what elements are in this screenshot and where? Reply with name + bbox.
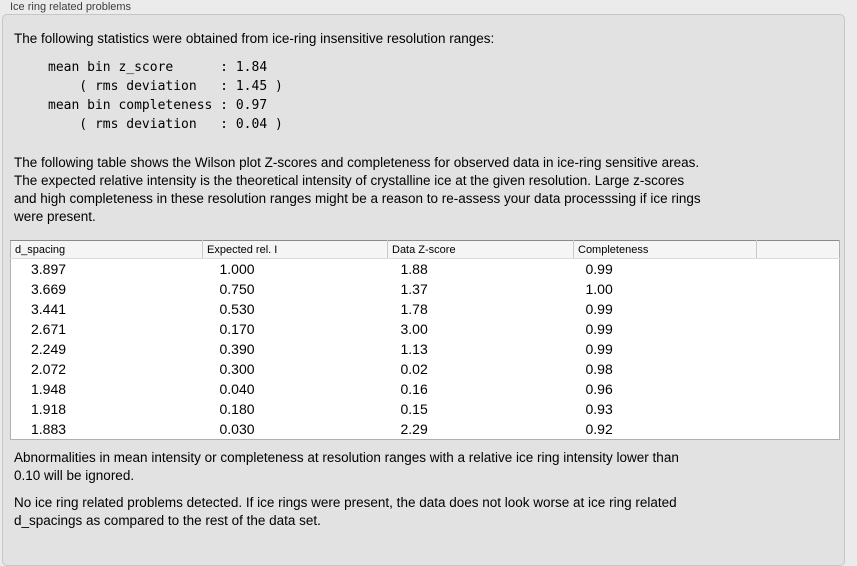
table-cell: 1.13 <box>400 341 428 357</box>
table-cell: 1.883 <box>31 421 67 437</box>
table-cell: 2.29 <box>400 421 428 437</box>
table-cell: 0.92 <box>585 421 613 437</box>
stats-summary-block: mean bin z_score : 1.84 ( rms deviation … <box>48 60 283 132</box>
table-cell: 0.040 <box>219 381 255 397</box>
table-row[interactable]: 1.948 0.040 0.16 0.96 <box>11 379 840 399</box>
table-cell: 0.030 <box>219 421 255 437</box>
table-description-text: The following table shows the Wilson plo… <box>14 155 701 224</box>
table-cell: 0.93 <box>585 401 613 417</box>
table-cell: 3.00 <box>400 321 428 337</box>
table-row[interactable]: 3.669 0.750 1.37 1.00 <box>11 279 840 299</box>
column-header-filler <box>756 240 840 259</box>
table-cell: 0.02 <box>400 361 428 377</box>
table-cell: 1.000 <box>219 261 255 277</box>
table-cell-filler <box>757 319 840 339</box>
table-cell: 1.37 <box>400 281 428 297</box>
table-cell: 0.390 <box>219 341 255 357</box>
ice-ring-table: d_spacing Expected rel. I Data Z-score C… <box>10 240 840 440</box>
column-header-d-spacing[interactable]: d_spacing <box>10 240 203 259</box>
table-row[interactable]: 1.918 0.180 0.15 0.93 <box>11 399 840 419</box>
table-cell: 0.750 <box>219 281 255 297</box>
table-cell-filler <box>757 379 840 399</box>
table-cell-filler <box>757 359 840 379</box>
table-cell: 3.669 <box>31 281 67 297</box>
table-cell: 0.170 <box>219 321 255 337</box>
table-cell: 1.00 <box>585 281 613 297</box>
table-cell-filler <box>757 279 840 299</box>
table-cell: 2.072 <box>31 361 67 377</box>
table-cell-filler <box>757 339 840 359</box>
table-cell-filler <box>757 299 840 319</box>
table-cell: 0.96 <box>585 381 613 397</box>
table-cell: 2.671 <box>31 321 67 337</box>
table-cell: 0.16 <box>400 381 428 397</box>
threshold-note-text: Abnormalities in mean intensity or compl… <box>14 450 679 483</box>
table-cell: 1.88 <box>400 261 428 277</box>
table-row[interactable]: 2.072 0.300 0.02 0.98 <box>11 359 840 379</box>
table-cell: 0.300 <box>219 361 255 377</box>
table-cell: 0.99 <box>585 301 613 317</box>
table-cell-filler <box>757 399 840 419</box>
table-cell: 0.99 <box>585 341 613 357</box>
stats-intro-text: The following statistics were obtained f… <box>14 31 495 46</box>
column-header-completeness[interactable]: Completeness <box>573 240 757 259</box>
table-cell: 0.15 <box>400 401 428 417</box>
table-row[interactable]: 2.249 0.390 1.13 0.99 <box>11 339 840 359</box>
table-header-row: d_spacing Expected rel. I Data Z-score C… <box>10 240 840 259</box>
table-row[interactable]: 2.671 0.170 3.00 0.99 <box>11 319 840 339</box>
table-cell: 1.948 <box>31 381 67 397</box>
table-cell: 1.918 <box>31 401 67 417</box>
table-cell: 0.180 <box>219 401 255 417</box>
table-cell: 3.441 <box>31 301 67 317</box>
table-cell-filler <box>757 259 840 280</box>
table-row[interactable]: 3.441 0.530 1.78 0.99 <box>11 299 840 319</box>
table-cell: 1.78 <box>400 301 428 317</box>
column-header-data-z-score[interactable]: Data Z-score <box>387 240 574 259</box>
table-cell-filler <box>757 419 840 440</box>
table-body: 3.897 1.000 1.88 0.99 3.669 0.750 1.37 1.00 3.44… <box>11 259 840 440</box>
table-row[interactable]: 3.897 1.000 1.88 0.99 <box>11 259 840 280</box>
table-row[interactable]: 1.883 0.030 2.29 0.92 <box>11 419 840 440</box>
table-cell: 2.249 <box>31 341 67 357</box>
table-cell: 0.99 <box>585 321 613 337</box>
table-cell: 3.897 <box>31 261 67 277</box>
table-cell: 0.530 <box>219 301 255 317</box>
conclusion-text: No ice ring related problems detected. I… <box>14 495 677 528</box>
column-header-expected-rel-i[interactable]: Expected rel. I <box>202 240 388 259</box>
panel-title: Ice ring related problems <box>10 1 132 13</box>
table-cell: 0.98 <box>585 361 613 377</box>
table-cell: 0.99 <box>585 261 613 277</box>
